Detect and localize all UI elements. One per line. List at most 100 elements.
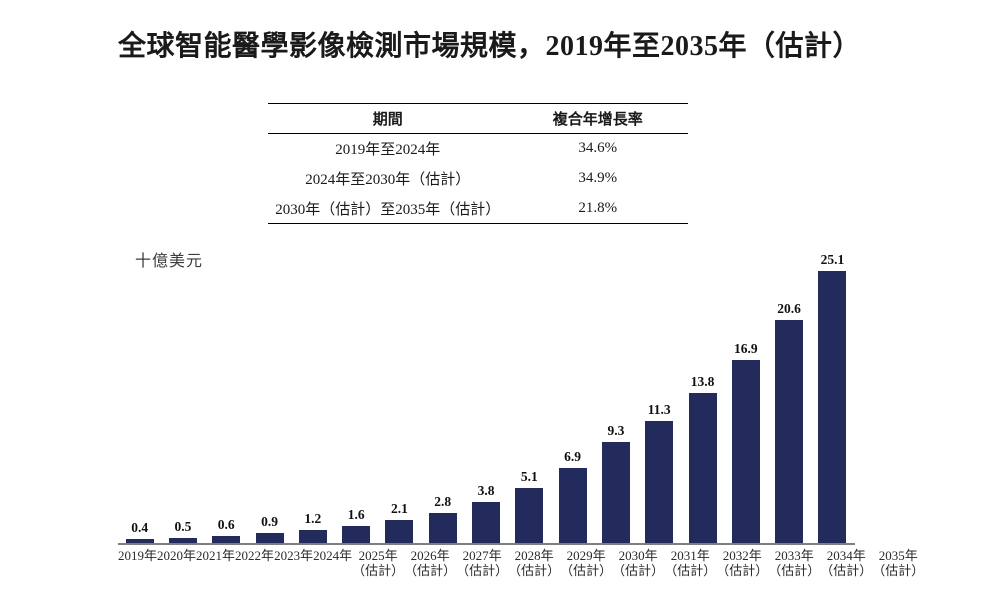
bar-column-2019: 0.4 — [118, 520, 161, 543]
bar-value-label: 13.8 — [690, 374, 715, 389]
page-title: 全球智能醫學影像檢測市場規模，2019年至2035年（估計） — [118, 31, 862, 62]
bar-column-2035: 25.1 — [811, 252, 854, 543]
cagr-table-header-period: 期間 — [268, 103, 508, 134]
x-axis-year: 2030年 — [618, 548, 658, 563]
cagr-table-row: 2024年至2030年（估計） 34.9% — [268, 164, 688, 194]
x-axis-year: 2019年 — [118, 548, 158, 563]
x-axis-label-2026: 2026年 （估計） — [404, 548, 456, 578]
bar-column-2025: 2.1 — [378, 501, 421, 543]
x-axis-label-2028: 2028年 （估計） — [508, 548, 560, 578]
x-axis-labels: 2019年 2020年 2021年 2022年 2023年 2024年 2025年 （估計） 2… — [118, 548, 924, 578]
bar-2024 — [342, 526, 371, 543]
bar-value-label: 1.2 — [304, 511, 322, 526]
x-axis-label-2025: 2025年 （估計） — [352, 548, 404, 578]
x-axis-year: 2023年 — [274, 548, 314, 563]
bar-column-2032: 13.8 — [681, 374, 724, 543]
x-axis-year: 2020年 — [157, 548, 197, 563]
bar-chart-bars: 0.4 0.5 0.6 0.9 1.2 1.6 2.1 2.8 3.8 5.1 6.9 9.3 11.3… — [118, 251, 854, 543]
y-axis-unit-label: 十億美元 — [135, 253, 204, 270]
bar-2033 — [731, 360, 760, 543]
bar-value-label: 2.1 — [390, 501, 408, 516]
cagr-period-cell: 2019年至2024年 — [335, 142, 441, 159]
x-axis-line — [118, 543, 855, 545]
bar-column-2029: 6.9 — [551, 449, 594, 543]
bar-value-label: 3.8 — [477, 483, 495, 498]
cagr-table-row: 2019年至2024年 34.6% — [268, 134, 688, 164]
x-axis-year: 2021年 — [196, 548, 236, 563]
bar-2023 — [298, 530, 327, 543]
x-axis-estimate-note: （估計） — [612, 563, 665, 578]
x-axis-year: 2033年 — [774, 548, 814, 563]
x-axis-year: 2027年 — [462, 548, 502, 563]
cagr-table-header-row: 期間 複合年增長率 — [268, 103, 688, 134]
bar-2034 — [775, 320, 804, 543]
x-axis-year: 2029年 — [566, 548, 606, 563]
bar-column-2031: 11.3 — [638, 402, 681, 543]
cagr-table-body: 2019年至2024年 34.6% 2024年至2030年（估計） 34.9% 2030… — [268, 134, 688, 224]
bar-2019 — [125, 539, 154, 543]
bar-value-label: 0.6 — [217, 517, 235, 532]
bar-value-label: 11.3 — [647, 402, 671, 417]
bar-2021 — [212, 536, 241, 543]
bar-value-label: 2.8 — [434, 494, 452, 509]
x-axis-label-2033: 2033年 （估計） — [768, 548, 820, 578]
x-axis-label-2022: 2022年 — [235, 548, 274, 578]
bar-value-label: 0.9 — [261, 514, 278, 529]
bar-2032 — [688, 393, 717, 543]
bar-2025 — [385, 520, 414, 543]
bar-column-2028: 5.1 — [508, 469, 551, 543]
bar-column-2021: 0.6 — [205, 517, 248, 543]
bar-value-label: 16.9 — [733, 341, 758, 356]
cagr-table-row: 2030年（估計）至2035年（估計） 21.8% — [268, 194, 688, 224]
bar-value-label: 20.6 — [777, 301, 801, 316]
x-axis-label-2034: 2034年 （估計） — [820, 548, 872, 578]
x-axis-label-2020: 2020年 — [157, 548, 196, 578]
bar-2022 — [255, 533, 284, 543]
x-axis-label-2032: 2032年 （估計） — [716, 548, 768, 578]
x-axis-label-2027: 2027年 （估計） — [456, 548, 508, 578]
x-axis-year: 2026年 — [410, 548, 450, 563]
cagr-value-cell: 34.9% — [578, 170, 618, 186]
x-axis-estimate-note: （估計） — [560, 563, 613, 578]
x-axis-estimate-note: （估計） — [404, 563, 457, 578]
bar-value-label: 0.4 — [131, 520, 149, 535]
bar-2029 — [558, 468, 587, 543]
x-axis-estimate-note: （估計） — [820, 563, 873, 578]
x-axis-year: 2028年 — [514, 548, 554, 563]
x-axis-label-2029: 2029年 （估計） — [560, 548, 612, 578]
bar-column-2030: 9.3 — [594, 423, 637, 543]
x-axis-estimate-note: （估計） — [716, 563, 769, 578]
x-axis-estimate-note: （估計） — [508, 563, 561, 578]
cagr-value-cell: 21.8% — [578, 199, 618, 216]
x-axis-year: 2025年 — [358, 548, 398, 563]
bar-column-2027: 3.8 — [464, 483, 507, 543]
x-axis-label-2021: 2021年 — [196, 548, 235, 578]
bar-2035 — [818, 271, 847, 543]
bar-2026 — [428, 513, 457, 543]
cagr-period-cell: 2030年（估計）至2035年（估計） — [275, 201, 501, 218]
x-axis-estimate-note: （估計） — [872, 563, 925, 578]
bar-value-label: 0.5 — [174, 519, 192, 534]
bar-value-label: 1.6 — [347, 507, 365, 522]
bar-column-2022: 0.9 — [248, 514, 291, 543]
cagr-table-header: 期間 複合年增長率 — [268, 103, 688, 134]
bar-2027 — [472, 502, 501, 543]
x-axis-year: 2031年 — [670, 548, 710, 563]
bar-2031 — [645, 421, 674, 543]
x-axis-label-2031: 2031年 （估計） — [664, 548, 716, 578]
cagr-table: 期間 複合年增長率 2019年至2024年 34.6% 2024年至2030年（估計… — [268, 103, 688, 224]
x-axis-year: 2032年 — [722, 548, 762, 563]
bar-column-2023: 1.2 — [291, 511, 334, 543]
x-axis-year: 2022年 — [235, 548, 275, 563]
bar-column-2020: 0.5 — [161, 519, 204, 543]
x-axis-label-2023: 2023年 — [274, 548, 313, 578]
x-axis-estimate-note: （估計） — [664, 563, 717, 578]
x-axis-year: 2035年 — [878, 548, 918, 563]
bar-value-label: 25.1 — [820, 252, 845, 267]
bar-column-2034: 20.6 — [767, 301, 810, 543]
bar-value-label: 9.3 — [607, 423, 625, 438]
bar-value-label: 5.1 — [520, 469, 538, 484]
bar-column-2024: 1.6 — [334, 507, 377, 543]
bar-2028 — [515, 488, 544, 543]
